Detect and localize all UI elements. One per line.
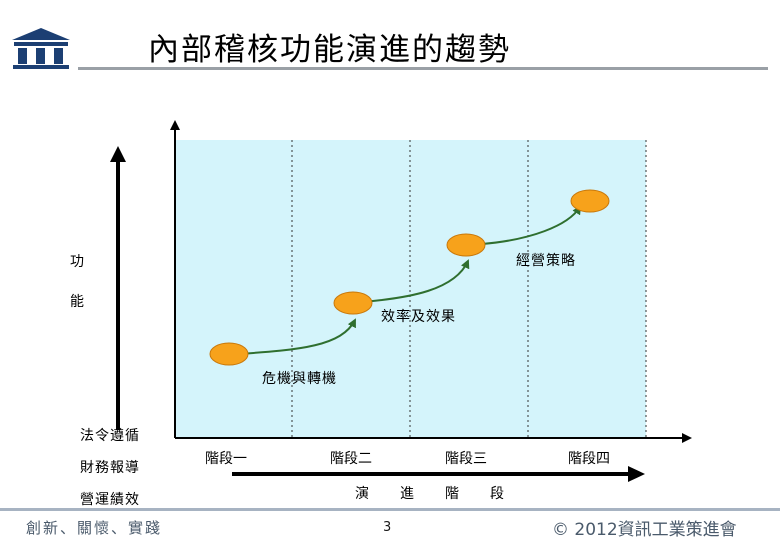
institute-logo-icon bbox=[12, 28, 70, 69]
page-number: 3 bbox=[383, 520, 392, 535]
y-axis-label-2: 能 bbox=[70, 294, 85, 310]
stage-label-3: 階段三 bbox=[445, 451, 487, 467]
footer-copyright: © 2012資訊工業策進會 bbox=[552, 520, 737, 540]
transition-arrow bbox=[481, 205, 582, 245]
stage-node bbox=[570, 189, 610, 213]
title-divider bbox=[78, 67, 768, 70]
page-title: 內部稽核功能演進的趨勢 bbox=[148, 32, 511, 68]
x-axis-label-4: 段 bbox=[490, 486, 504, 502]
stage-node bbox=[333, 291, 373, 315]
transition-label-crisis: 危機與轉機 bbox=[262, 371, 337, 387]
stage-node bbox=[209, 342, 249, 366]
transition-arrow bbox=[237, 318, 356, 355]
stage-label-1: 階段一 bbox=[205, 451, 247, 467]
function-arrow-head bbox=[110, 146, 126, 162]
stage-arrow-head bbox=[628, 466, 645, 482]
stage-label-4: 階段四 bbox=[568, 451, 610, 467]
transition-arrow bbox=[361, 259, 470, 303]
stage-label-2: 階段二 bbox=[330, 451, 372, 467]
function-level-operational: 營運績效 bbox=[80, 492, 140, 508]
y-axis-label-1: 功 bbox=[70, 254, 85, 270]
transition-label-efficiency: 效率及效果 bbox=[381, 309, 456, 325]
footer-divider bbox=[0, 508, 780, 511]
stage-panel bbox=[175, 140, 646, 438]
function-level-financial: 財務報導 bbox=[80, 460, 140, 476]
x-axis-label-1: 演 bbox=[355, 486, 369, 502]
stage-node bbox=[446, 233, 486, 257]
function-level-compliance: 法令遵循 bbox=[80, 428, 140, 444]
footer-slogan: 創新、關懷、實踐 bbox=[26, 519, 163, 537]
x-axis-label-2: 進 bbox=[400, 486, 414, 502]
x-axis-label-3: 階 bbox=[445, 486, 459, 502]
transition-label-strategy: 經營策略 bbox=[516, 253, 576, 269]
